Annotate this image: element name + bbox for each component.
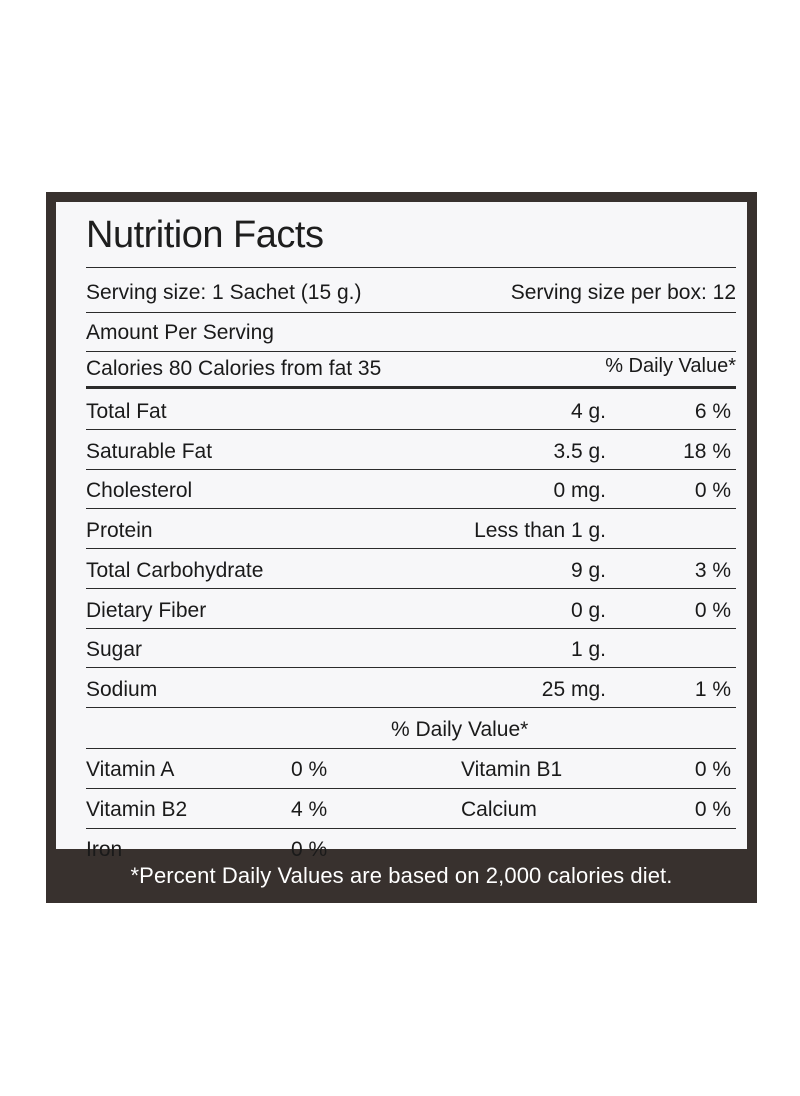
divider [86,312,736,313]
divider [86,828,736,829]
nutrient-daily-value: 18 % [683,440,731,463]
nutrient-amount: 3.5 g. [553,440,606,463]
label-title: Nutrition Facts [86,214,324,256]
nutrient-name: Sodium [86,678,158,701]
vitamins-header-row: % Daily Value* [86,710,736,750]
nutrient-name: Total Fat [86,400,167,423]
vitamin-name: Iron [86,838,123,861]
nutrient-daily-value: 0 % [694,599,731,622]
divider [86,788,736,789]
divider [86,667,736,668]
vitamin-daily-value: 4 % [291,798,328,821]
nutrient-row: Sugar 1 g. [86,630,736,670]
divider [86,628,736,629]
nutrition-label: Nutrition Facts Serving size: 1 Sachet (… [46,192,757,903]
vitamin-row: Vitamin A 0 % Vitamin B1 0 % [86,750,736,790]
vitamin-daily-value: 0 % [291,838,328,861]
nutrient-amount: 9 g. [570,559,606,582]
nutrient-name: Total Carbohydrate [86,559,264,582]
vitamin-name: Vitamin A [86,758,175,781]
amount-per-serving-row: Amount Per Serving [86,313,736,353]
divider [86,429,736,430]
divider [86,469,736,470]
nutrition-panel: Nutrition Facts Serving size: 1 Sachet (… [56,202,747,861]
nutrient-name: Saturable Fat [86,440,213,463]
vitamin-row: Vitamin B2 4 % Calcium 0 % [86,790,736,830]
nutrient-row: Total Fat 4 g. 6 % [86,392,736,432]
vitamin-name: Vitamin B1 [461,758,563,781]
divider [86,508,736,509]
thick-divider [86,386,736,389]
divider [86,548,736,549]
nutrient-name: Protein [86,519,153,542]
nutrient-daily-value: 1 % [694,678,731,701]
nutrient-amount: 25 mg. [541,678,606,701]
nutrient-name: Cholesterol [86,479,193,502]
divider [86,351,736,352]
vitamin-row: Iron 0 % [86,830,736,870]
nutrient-amount: Less than 1 g. [474,519,606,542]
nutrient-name: Sugar [86,638,143,661]
divider [86,267,736,268]
nutrient-name: Dietary Fiber [86,599,207,622]
vitamin-daily-value: 0 % [694,758,731,781]
vitamin-daily-value: 0 % [694,798,731,821]
calories-row: Calories 80 Calories from fat 35 % Daily… [86,349,736,389]
serving-row: Serving size: 1 Sachet (15 g.) Serving s… [86,273,736,313]
daily-value-header: % Daily Value* [605,355,736,377]
vitamin-name: Calcium [461,798,537,821]
vitamins-header: % Daily Value* [391,718,529,741]
nutrient-daily-value: 6 % [694,400,731,423]
amount-per-serving: Amount Per Serving [86,321,274,344]
nutrient-amount: 4 g. [570,400,606,423]
calories-text: Calories 80 Calories from fat 35 [86,357,382,380]
vitamin-daily-value: 0 % [291,758,328,781]
nutrient-daily-value: 3 % [694,559,731,582]
nutrient-row: Cholesterol 0 mg. 0 % [86,471,736,511]
serving-size: Serving size: 1 Sachet (15 g.) [86,281,362,304]
nutrient-amount: 1 g. [570,638,606,661]
nutrient-daily-value: 0 % [694,479,731,502]
nutrient-row: Protein Less than 1 g. [86,511,736,551]
divider [86,588,736,589]
nutrient-amount: 0 mg. [553,479,606,502]
divider [86,707,736,708]
serving-per-box: Serving size per box: 12 [510,281,736,304]
nutrient-row: Total Carbohydrate 9 g. 3 % [86,551,736,591]
nutrient-row: Sodium 25 mg. 1 % [86,670,736,710]
footer-note: *Percent Daily Values are based on 2,000… [130,863,673,888]
vitamin-name: Vitamin B2 [86,798,188,821]
nutrient-row: Dietary Fiber 0 g. 0 % [86,591,736,631]
divider [86,748,736,749]
nutrient-amount: 0 g. [570,599,606,622]
nutrient-row: Saturable Fat 3.5 g. 18 % [86,432,736,472]
